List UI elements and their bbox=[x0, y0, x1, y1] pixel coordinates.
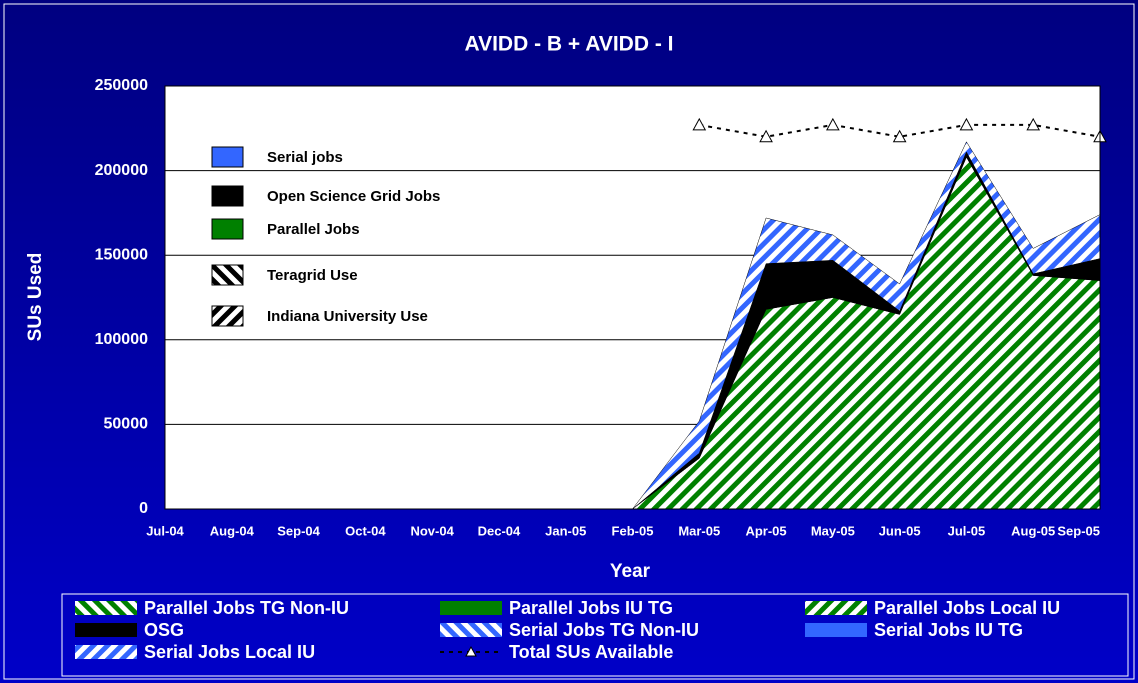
x-tick-label: Sep-04 bbox=[277, 523, 320, 538]
x-tick-label: Dec-04 bbox=[478, 523, 521, 538]
key-label: Parallel Jobs bbox=[267, 221, 360, 238]
legend-swatch bbox=[805, 601, 867, 615]
legend-swatch bbox=[75, 601, 137, 615]
chart-title: AVIDD - B + AVIDD - I bbox=[464, 33, 673, 56]
key-label: Indiana University Use bbox=[267, 308, 428, 325]
legend-swatch bbox=[805, 623, 867, 637]
line-marker bbox=[1026, 117, 1041, 131]
key-swatch bbox=[211, 264, 244, 286]
legend-label: Serial Jobs Local IU bbox=[144, 642, 315, 662]
y-tick-label: 50000 bbox=[104, 416, 149, 433]
x-tick-label: Jan-05 bbox=[545, 523, 586, 538]
legend-label: Serial Jobs IU TG bbox=[874, 620, 1023, 640]
x-tick-label: Aug-05 bbox=[1011, 523, 1055, 538]
legend-label: OSG bbox=[144, 620, 184, 640]
x-tick-label: Sep-05 bbox=[1057, 523, 1100, 538]
line-marker bbox=[692, 117, 707, 131]
key-label: Serial jobs bbox=[267, 149, 343, 166]
x-tick-label: Feb-05 bbox=[612, 523, 654, 538]
legend-swatch bbox=[440, 601, 502, 615]
key-swatch bbox=[211, 305, 244, 327]
x-tick-label: Oct-04 bbox=[345, 523, 386, 538]
legend-label: Parallel Jobs IU TG bbox=[509, 598, 673, 618]
legend-label: Serial Jobs TG Non-IU bbox=[509, 620, 699, 640]
x-tick-label: Aug-04 bbox=[210, 523, 255, 538]
key-label: Open Science Grid Jobs bbox=[267, 188, 440, 205]
y-tick-label: 250000 bbox=[95, 77, 148, 94]
x-tick-label: Jul-05 bbox=[948, 523, 986, 538]
y-tick-label: 0 bbox=[139, 500, 148, 517]
x-tick-label: Jul-04 bbox=[146, 523, 184, 538]
y-tick-label: 150000 bbox=[95, 246, 148, 263]
x-tick-label: Nov-04 bbox=[410, 523, 454, 538]
x-tick-label: Apr-05 bbox=[745, 523, 786, 538]
legend-swatch bbox=[440, 623, 502, 637]
key-swatch bbox=[211, 218, 244, 240]
y-axis-label: SUs Used bbox=[25, 253, 46, 342]
x-tick-label: May-05 bbox=[811, 523, 855, 538]
key-swatch bbox=[211, 146, 244, 168]
line-marker bbox=[892, 129, 907, 143]
y-tick-label: 200000 bbox=[95, 162, 148, 179]
legend-swatch bbox=[75, 645, 137, 659]
key-swatch bbox=[211, 185, 244, 207]
legend-label: Total SUs Available bbox=[509, 642, 673, 662]
y-tick-label: 100000 bbox=[95, 331, 148, 348]
frame bbox=[3, 3, 1135, 680]
x-tick-label: Jun-05 bbox=[879, 523, 921, 538]
line-marker bbox=[759, 129, 773, 143]
line-marker bbox=[826, 117, 840, 131]
x-axis-label: Year bbox=[610, 561, 651, 582]
legend-label: Parallel Jobs Local IU bbox=[874, 598, 1060, 618]
plot-border bbox=[164, 85, 1101, 510]
legend-swatch bbox=[75, 623, 137, 637]
x-tick-label: Mar-05 bbox=[678, 523, 720, 538]
legend-marker bbox=[465, 645, 477, 657]
line-marker bbox=[959, 117, 974, 131]
legend-box bbox=[61, 593, 1129, 677]
key-label: Teragrid Use bbox=[267, 267, 358, 284]
legend-label: Parallel Jobs TG Non-IU bbox=[144, 598, 349, 618]
